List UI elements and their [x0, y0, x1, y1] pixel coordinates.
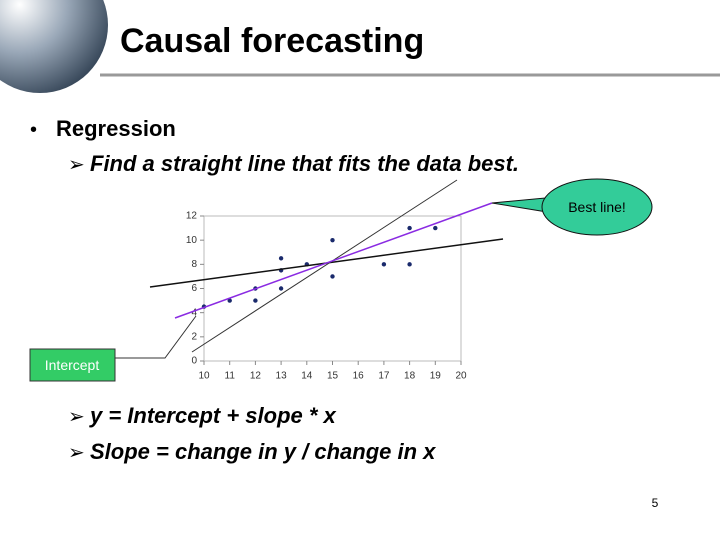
bullet-dot: •: [30, 119, 37, 141]
fit-line: [191, 179, 458, 353]
x-tick-label: 17: [378, 371, 390, 382]
sub-bullet: Slope = change in y / change in x: [90, 439, 436, 464]
bullet: Regression: [56, 116, 176, 141]
x-tick-label: 11: [225, 371, 236, 382]
title: Causal forecasting: [120, 22, 424, 60]
x-tick-label: 14: [301, 371, 313, 382]
callout-text: Best line!: [568, 199, 626, 215]
best-fit-line: [174, 202, 493, 319]
y-tick-label: 8: [191, 259, 197, 270]
x-tick-label: 18: [404, 371, 416, 382]
chart: 0 2 4 6 8 10 12 10 11 12 13 14 15 16 17 18 19 20: [186, 211, 467, 382]
point: [278, 256, 284, 261]
point: [330, 237, 335, 243]
arrow-bullet: ➢: [68, 406, 85, 428]
x-tick-label: 19: [430, 371, 442, 382]
x-tick-label: 13: [276, 371, 288, 382]
point: [407, 262, 412, 267]
x-tick-label: 16: [353, 371, 365, 382]
sub-bullet: Find a straight line that fits the data …: [90, 151, 519, 176]
point: [433, 225, 438, 231]
x-tick-label: 15: [327, 371, 339, 382]
arrow-bullet: ➢: [68, 154, 85, 176]
y-tick-label: 10: [186, 235, 198, 246]
point: [407, 225, 412, 231]
callout-text: Intercept: [45, 357, 100, 373]
x-tick-label: 20: [455, 371, 467, 382]
point: [278, 286, 284, 291]
callout-connector: [115, 315, 197, 359]
page-number: 5: [652, 496, 659, 510]
point: [381, 262, 387, 267]
globe-icon: [0, 0, 108, 93]
x-tick-label: 12: [250, 371, 262, 382]
point: [253, 298, 258, 303]
callout-bubble: [541, 178, 653, 236]
y-tick-label: 6: [191, 283, 197, 294]
x-tick-label: 10: [198, 371, 210, 382]
arrow-bullet: ➢: [68, 442, 85, 464]
y-tick-label: 12: [186, 211, 198, 222]
callout-box: [29, 348, 116, 382]
sub-bullet: y = Intercept + slope * x: [89, 403, 337, 428]
y-tick-label: 4: [191, 307, 197, 318]
point: [227, 298, 232, 303]
y-tick-label: 2: [191, 331, 197, 342]
point: [330, 274, 335, 279]
y-tick-label: 0: [191, 356, 197, 367]
